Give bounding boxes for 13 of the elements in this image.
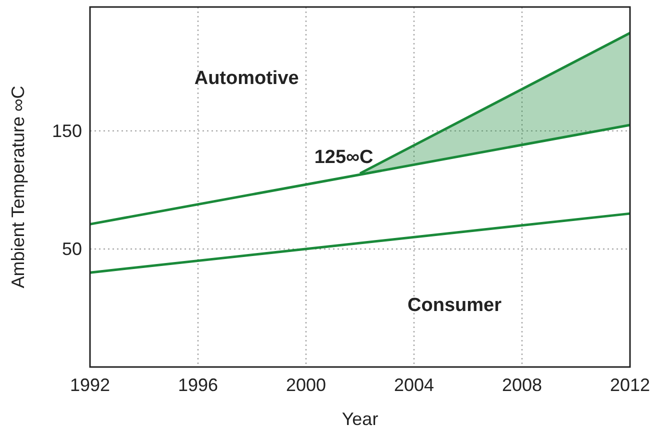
x-tick-label: 2008 (502, 375, 542, 395)
annotation: 125∞C (314, 147, 374, 168)
annotation: Automotive (194, 68, 299, 90)
x-tick-label: 1992 (70, 375, 110, 395)
annotation: Consumer (408, 294, 502, 316)
x-tick-label: 2000 (286, 375, 326, 395)
y-axis-title: Ambient Temperature ∞C (8, 86, 28, 288)
y-tick-label: 150 (52, 120, 82, 141)
x-tick-label: 1996 (178, 375, 218, 395)
x-tick-label: 2012 (610, 375, 650, 395)
x-tick-label: 2004 (394, 375, 434, 395)
x-axis-title: Year (342, 409, 378, 429)
y-tick-label: 50 (62, 238, 82, 259)
